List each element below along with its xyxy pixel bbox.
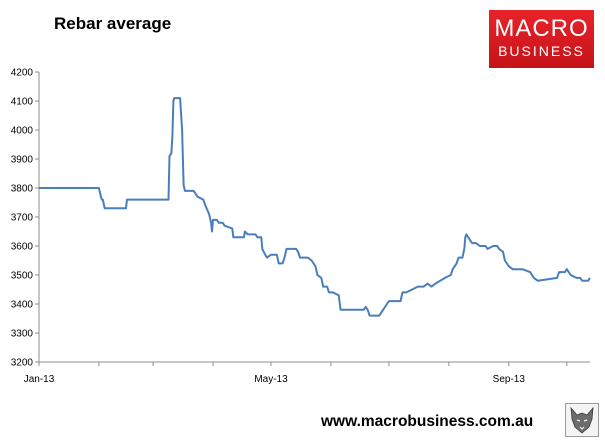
y-axis: 3200 3300 3400 3500 3600 3700 3800 3900 4000 4100…	[11, 68, 40, 369]
x-axis: Jan-13 May-13 Sep-13	[24, 361, 590, 385]
y-tick-label: 4100	[11, 97, 34, 108]
x-tick-label: Jan-13	[24, 374, 55, 385]
x-tick-label: May-13	[254, 374, 288, 385]
logo-line-business: BUSINESS	[498, 43, 585, 59]
logo-line-macro: MACRO	[494, 15, 589, 42]
y-tick-label: 4000	[11, 126, 34, 137]
y-tick-label: 3300	[11, 329, 34, 340]
footer-url[interactable]: www.macrobusiness.com.au	[321, 413, 534, 430]
y-tick-label: 3800	[11, 184, 34, 195]
y-tick-label: 3700	[11, 213, 34, 224]
y-tick-label: 3900	[11, 155, 34, 166]
y-tick-label: 4200	[11, 68, 34, 79]
wolf-emblem-icon	[565, 403, 599, 437]
x-tick-label: Sep-13	[493, 374, 526, 385]
series-layer	[39, 97, 591, 317]
series-line-rebar-average	[39, 97, 591, 317]
x-axis-ticks: Jan-13 May-13 Sep-13	[24, 362, 568, 385]
y-tick-label: 3400	[11, 300, 34, 311]
y-axis-ticks: 3200 3300 3400 3500 3600 3700 3800 3900 4000 4100…	[11, 68, 39, 369]
y-tick-label: 3600	[11, 242, 34, 253]
y-tick-label: 3200	[11, 358, 34, 369]
chart-title: Rebar average	[54, 14, 172, 33]
macrobusiness-logo[interactable]: MACRO BUSINESS	[489, 10, 594, 68]
y-tick-label: 3500	[11, 271, 34, 282]
